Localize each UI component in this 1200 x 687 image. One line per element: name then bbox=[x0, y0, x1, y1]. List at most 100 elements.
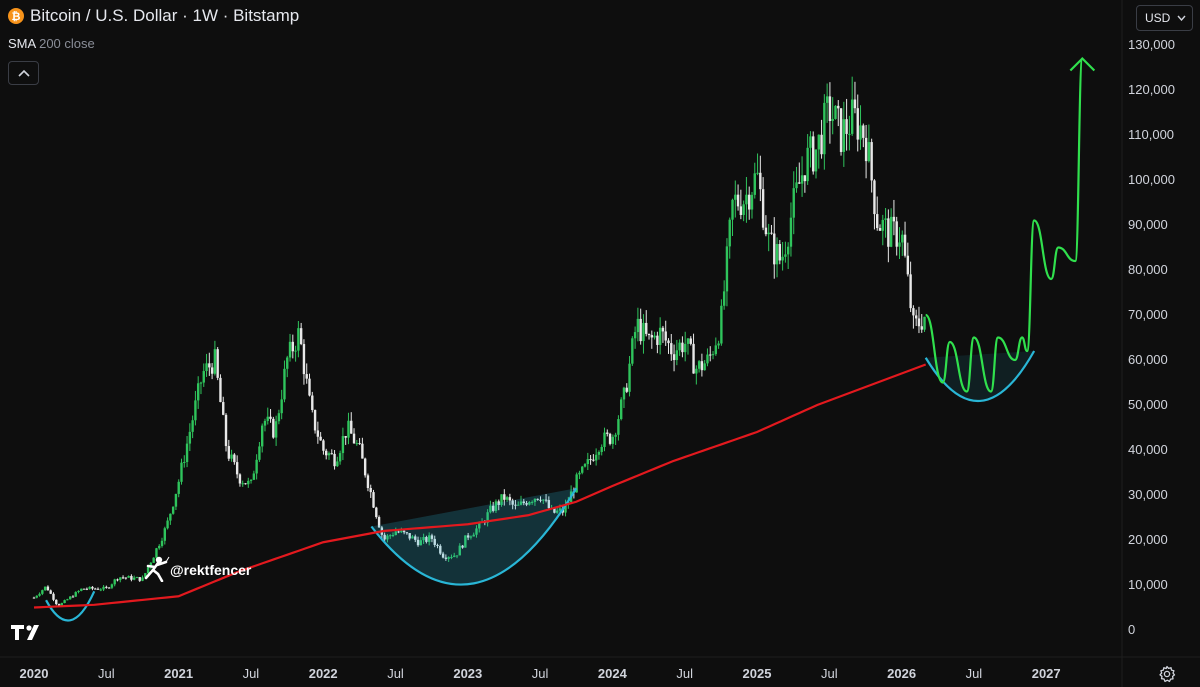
candle bbox=[761, 177, 765, 231]
candle bbox=[770, 225, 773, 235]
candle bbox=[80, 588, 83, 592]
candle bbox=[806, 134, 809, 185]
candle bbox=[831, 97, 834, 135]
candle bbox=[920, 314, 923, 333]
time-tick-label: 2025 bbox=[742, 666, 772, 681]
candle bbox=[511, 498, 514, 510]
candle bbox=[667, 338, 670, 354]
candle bbox=[263, 418, 267, 432]
candle bbox=[347, 412, 350, 445]
candle bbox=[789, 202, 793, 257]
candle bbox=[155, 547, 158, 560]
candle bbox=[597, 450, 601, 460]
candle bbox=[96, 587, 100, 590]
candle bbox=[695, 365, 698, 385]
chevron-up-icon bbox=[17, 69, 30, 77]
candle bbox=[183, 455, 186, 468]
candle bbox=[350, 412, 353, 434]
candle bbox=[416, 536, 420, 547]
candle bbox=[622, 386, 626, 409]
candle bbox=[119, 577, 122, 583]
currency-label: USD bbox=[1145, 11, 1171, 25]
currency-selector[interactable]: USD bbox=[1136, 5, 1193, 31]
candle bbox=[188, 423, 192, 452]
candle bbox=[302, 339, 306, 385]
candle bbox=[703, 360, 706, 371]
candle bbox=[544, 494, 548, 503]
price-tick-label: 30,000 bbox=[1128, 487, 1168, 502]
candle bbox=[736, 184, 740, 211]
candle bbox=[494, 499, 498, 513]
candle bbox=[341, 427, 345, 461]
candle bbox=[43, 586, 47, 592]
candle bbox=[199, 381, 203, 395]
price-tick-label: 110,000 bbox=[1128, 127, 1175, 142]
candle bbox=[436, 543, 439, 549]
candle bbox=[121, 575, 125, 579]
candle bbox=[834, 105, 837, 120]
candle bbox=[764, 215, 768, 237]
candle bbox=[336, 456, 339, 467]
candle bbox=[177, 479, 180, 498]
candle bbox=[46, 585, 50, 591]
time-tick-label: Jul bbox=[820, 666, 838, 681]
price-tick-label: 40,000 bbox=[1128, 442, 1168, 457]
price-tick-label: 100,000 bbox=[1128, 172, 1175, 187]
candle bbox=[116, 578, 119, 582]
time-tick-label: Jul bbox=[676, 666, 693, 681]
candle bbox=[578, 470, 581, 480]
candle bbox=[750, 191, 754, 219]
candle bbox=[283, 360, 286, 403]
candle bbox=[222, 396, 225, 416]
collapse-legend-button[interactable] bbox=[8, 61, 39, 85]
chevron-down-icon bbox=[1177, 15, 1186, 21]
candle bbox=[848, 115, 851, 151]
candle bbox=[308, 373, 311, 397]
candle bbox=[870, 138, 873, 193]
fencer-figure-icon bbox=[144, 556, 170, 582]
candle bbox=[361, 437, 364, 459]
candle bbox=[809, 131, 812, 168]
candle bbox=[49, 589, 52, 595]
candle bbox=[709, 346, 712, 362]
candle bbox=[581, 465, 584, 475]
sma-indicator-legend[interactable]: SMA 200 close bbox=[8, 36, 95, 51]
tradingview-logo-icon[interactable] bbox=[10, 622, 46, 642]
candle bbox=[160, 537, 164, 548]
candle bbox=[402, 530, 406, 535]
candle bbox=[82, 588, 86, 590]
candle bbox=[767, 223, 770, 252]
chart-title[interactable]: Bitcoin / U.S. Dollar · 1W · Bitstamp bbox=[30, 6, 300, 25]
candle bbox=[631, 336, 634, 366]
candle bbox=[859, 105, 862, 150]
candle bbox=[684, 331, 687, 362]
candle bbox=[503, 489, 506, 506]
candle bbox=[475, 525, 478, 538]
candle bbox=[658, 317, 662, 355]
time-tick-label: 2023 bbox=[453, 666, 483, 681]
candle bbox=[901, 230, 904, 256]
candle bbox=[533, 498, 537, 506]
candle bbox=[180, 458, 183, 485]
candle bbox=[912, 305, 915, 329]
cup-arc-2020 bbox=[45, 590, 96, 622]
candle bbox=[52, 592, 55, 602]
candle bbox=[547, 496, 551, 509]
candle bbox=[41, 589, 44, 596]
candle bbox=[363, 457, 367, 478]
candle bbox=[619, 397, 623, 421]
candle bbox=[247, 477, 250, 488]
candle bbox=[697, 360, 701, 373]
candle bbox=[88, 586, 91, 590]
price-tick-label: 50,000 bbox=[1128, 397, 1168, 412]
candle bbox=[887, 209, 890, 263]
candle bbox=[734, 180, 737, 218]
candle bbox=[700, 353, 704, 377]
candle bbox=[692, 333, 695, 374]
bitcoin-logo-icon: ₿ bbox=[8, 8, 24, 24]
candle bbox=[369, 484, 372, 498]
candle bbox=[219, 374, 222, 403]
gear-icon[interactable] bbox=[1158, 665, 1176, 683]
candle bbox=[333, 450, 336, 470]
